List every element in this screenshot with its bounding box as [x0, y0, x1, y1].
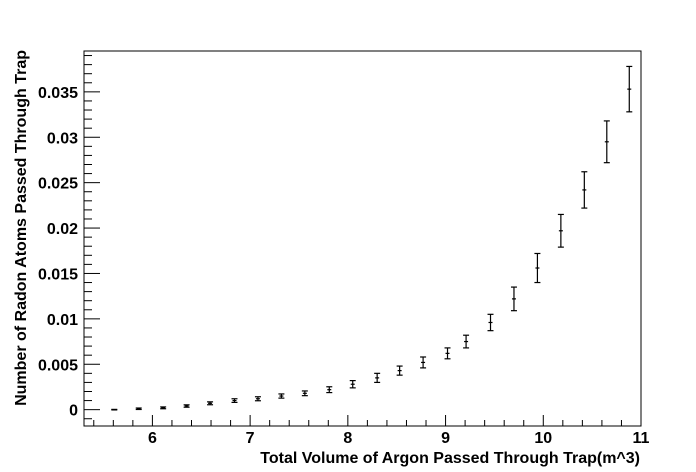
y-axis-title: Number of Radon Atoms Passed Through Tra… [13, 50, 30, 406]
data-point [557, 213, 564, 248]
y-tick-label: 0.015 [38, 266, 78, 283]
x-axis-title: Total Volume of Argon Passed Through Tra… [260, 450, 640, 467]
x-axis: 6 7 8 9 10 11 [93, 415, 650, 447]
x-tick-label: 10 [534, 430, 552, 447]
data-point [510, 286, 517, 312]
y-tick-label: 0 [69, 403, 78, 420]
data-point [326, 386, 333, 394]
data-point [420, 356, 427, 369]
data-point [626, 65, 633, 113]
x-tick-label: 11 [633, 430, 650, 447]
data-points [111, 65, 633, 411]
data-point [463, 334, 470, 349]
data-point [160, 406, 167, 410]
data-point [349, 380, 356, 389]
data-point [444, 347, 451, 360]
data-point [581, 171, 588, 209]
data-point [534, 252, 541, 284]
x-tick-label: 7 [246, 430, 255, 447]
plot-frame [83, 50, 642, 427]
data-point [603, 120, 610, 164]
x-tick-label: 6 [148, 430, 157, 447]
y-tick-label: 0.03 [47, 130, 78, 147]
y-tick-label: 0.005 [38, 357, 78, 374]
x-tick-label: 8 [343, 430, 352, 447]
data-point [111, 408, 118, 411]
y-tick-label: 0.02 [47, 221, 78, 238]
x-tick-label: 9 [441, 430, 450, 447]
data-point [231, 398, 238, 403]
data-point [396, 365, 403, 376]
data-point [374, 372, 381, 384]
data-point [254, 396, 261, 402]
data-point [487, 313, 494, 332]
y-axis: 0 0.005 0.01 0.015 0.02 0.025 0.03 0.035 [38, 55, 100, 420]
data-point [207, 401, 214, 406]
data-point [278, 393, 285, 399]
y-tick-label: 0.025 [38, 176, 78, 193]
data-point [135, 407, 142, 411]
data-point [183, 404, 190, 408]
y-tick-label: 0.035 [38, 85, 78, 102]
data-point [301, 390, 308, 397]
y-tick-label: 0.01 [47, 312, 78, 329]
